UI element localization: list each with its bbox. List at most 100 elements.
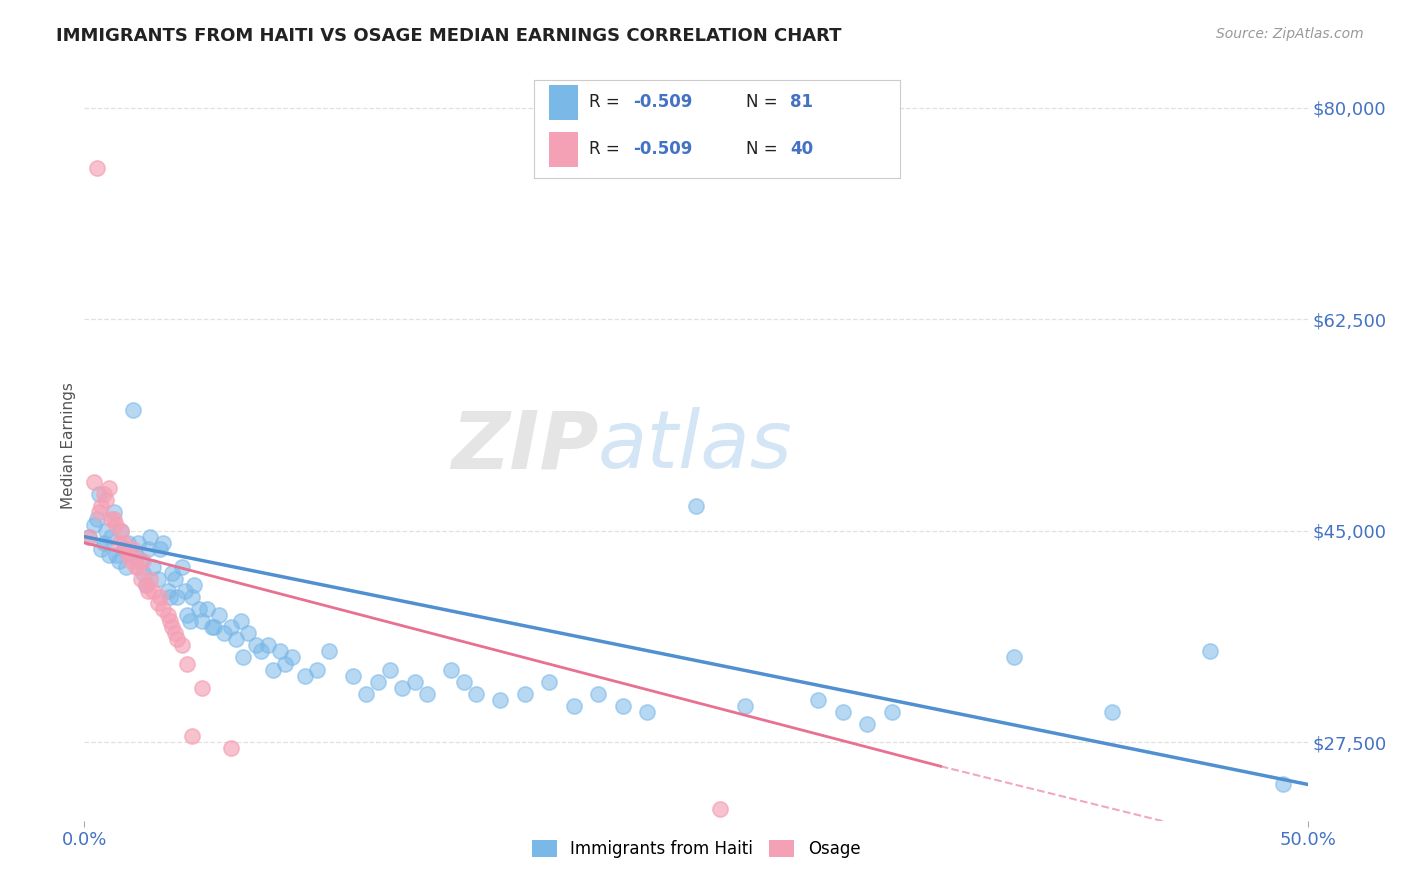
- Point: [202, 620, 225, 634]
- Point: [112, 541, 135, 556]
- Point: [380, 663, 402, 677]
- Point: [103, 511, 125, 525]
- Point: [245, 639, 267, 653]
- Point: [195, 602, 218, 616]
- Point: [262, 663, 284, 677]
- Point: [100, 511, 122, 525]
- Point: [200, 620, 222, 634]
- Point: [96, 493, 118, 508]
- Point: [132, 554, 155, 568]
- Point: [489, 693, 512, 707]
- Point: [159, 614, 181, 628]
- Y-axis label: Median Earnings: Median Earnings: [60, 383, 76, 509]
- Point: [97, 548, 120, 562]
- Point: [172, 559, 194, 574]
- Text: IMMIGRANTS FROM HAITI VS OSAGE MEDIAN EARNINGS CORRELATION CHART: IMMIGRANTS FROM HAITI VS OSAGE MEDIAN EA…: [56, 27, 842, 45]
- Point: [105, 548, 128, 562]
- Point: [807, 693, 830, 707]
- Point: [77, 530, 100, 544]
- Point: [709, 801, 731, 815]
- Point: [149, 590, 172, 604]
- Text: Source: ZipAtlas.com: Source: ZipAtlas.com: [1216, 27, 1364, 41]
- Point: [159, 590, 181, 604]
- Text: N =: N =: [747, 94, 783, 112]
- Point: [90, 541, 112, 556]
- Point: [342, 668, 364, 682]
- Point: [464, 687, 486, 701]
- Point: [513, 687, 536, 701]
- Point: [318, 644, 340, 658]
- Point: [162, 566, 184, 580]
- Point: [232, 650, 254, 665]
- Point: [181, 729, 204, 743]
- Point: [440, 663, 463, 677]
- Point: [129, 572, 152, 586]
- Point: [83, 475, 105, 490]
- Point: [305, 663, 328, 677]
- Point: [100, 530, 122, 544]
- Text: 40: 40: [790, 140, 813, 159]
- Point: [103, 506, 125, 520]
- Point: [612, 698, 634, 713]
- Point: [257, 639, 280, 653]
- Point: [219, 620, 242, 634]
- Point: [115, 541, 138, 556]
- Point: [1198, 644, 1220, 658]
- Point: [142, 584, 165, 599]
- Point: [93, 487, 115, 501]
- Point: [117, 535, 139, 549]
- Point: [734, 698, 756, 713]
- Point: [238, 626, 260, 640]
- Point: [127, 559, 149, 574]
- Point: [132, 566, 155, 580]
- Point: [188, 602, 211, 616]
- Point: [191, 681, 214, 695]
- Point: [172, 639, 194, 653]
- Point: [115, 559, 138, 574]
- Point: [538, 674, 561, 689]
- Point: [135, 578, 157, 592]
- Point: [112, 535, 135, 549]
- Point: [125, 548, 148, 562]
- Point: [122, 541, 145, 556]
- Point: [96, 524, 118, 538]
- Point: [173, 584, 195, 599]
- Point: [269, 644, 291, 658]
- Point: [163, 626, 186, 640]
- Point: [156, 584, 179, 599]
- Point: [176, 657, 198, 671]
- Point: [139, 572, 162, 586]
- FancyBboxPatch shape: [548, 85, 578, 120]
- Point: [135, 578, 157, 592]
- Point: [162, 620, 184, 634]
- Point: [86, 161, 108, 175]
- Point: [880, 705, 903, 719]
- Point: [685, 500, 707, 514]
- Point: [107, 554, 129, 568]
- Point: [87, 487, 110, 501]
- Point: [129, 554, 152, 568]
- Point: [136, 541, 159, 556]
- Point: [93, 535, 115, 549]
- Point: [156, 608, 179, 623]
- Point: [166, 632, 188, 647]
- Point: [139, 530, 162, 544]
- Point: [176, 608, 198, 623]
- Point: [179, 614, 201, 628]
- Point: [120, 554, 142, 568]
- Point: [181, 590, 204, 604]
- Point: [212, 626, 235, 640]
- Point: [416, 687, 439, 701]
- Point: [229, 614, 252, 628]
- Point: [225, 632, 247, 647]
- Point: [146, 572, 169, 586]
- Point: [354, 687, 377, 701]
- Point: [117, 548, 139, 562]
- Point: [136, 584, 159, 599]
- Point: [125, 559, 148, 574]
- Point: [83, 517, 105, 532]
- Point: [163, 572, 186, 586]
- Point: [219, 741, 242, 756]
- FancyBboxPatch shape: [548, 132, 578, 167]
- Point: [562, 698, 585, 713]
